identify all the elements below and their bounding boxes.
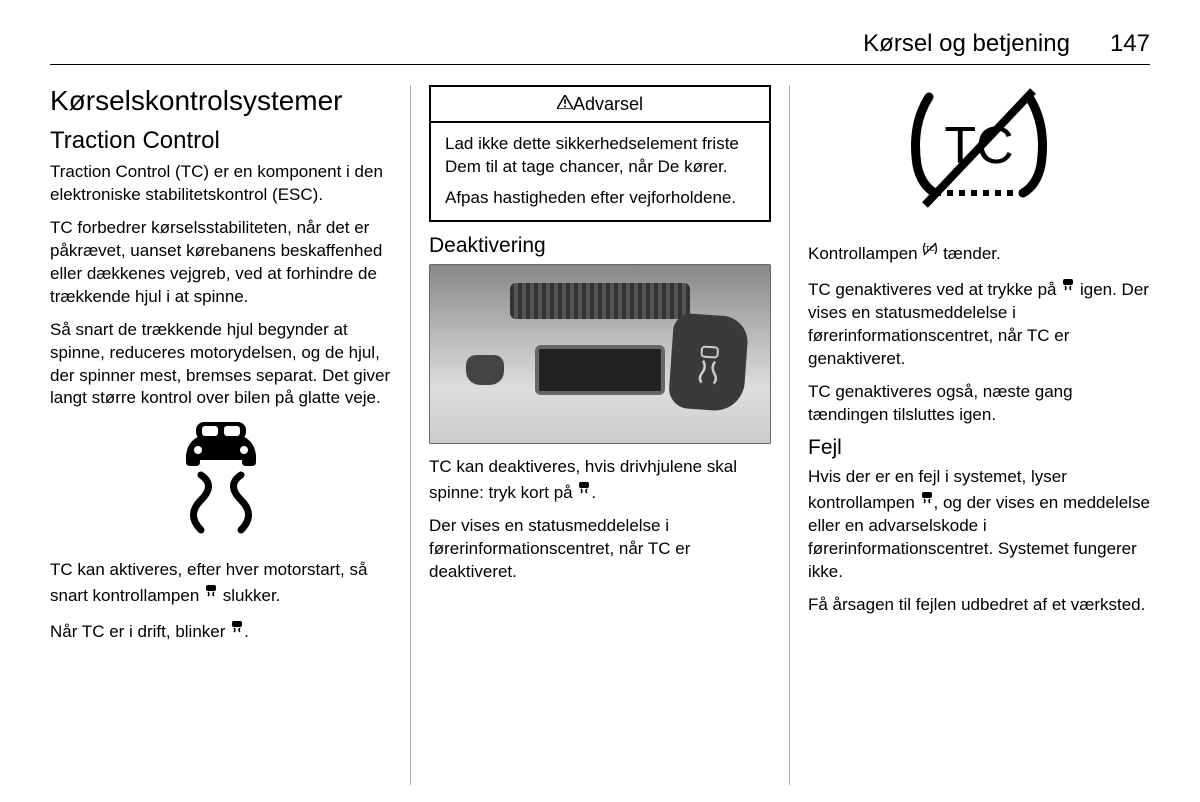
esc-indicator-icon — [920, 489, 934, 512]
subsection-heading-fejl: Fejl — [808, 436, 1150, 460]
warning-text: Lad ikke dette sikkerhedselement friste … — [445, 133, 755, 179]
esc-button-large — [668, 312, 749, 412]
infotainment-screen — [535, 345, 665, 395]
column-1: Kørselskontrolsystemer Traction Control … — [50, 85, 410, 785]
body-text: TC kan aktiveres, efter hver motorstart,… — [50, 559, 392, 608]
body-text: Få årsagen til fejlen udbedret af et vær… — [808, 594, 1150, 617]
column-3: TC Kontrollampen TC tænder. TC genaktive… — [790, 85, 1150, 785]
body-text: Der vises en statusmeddelelse i førerinf… — [429, 515, 771, 584]
content-columns: Kørselskontrolsystemer Traction Control … — [50, 85, 1150, 785]
text-fragment: . — [591, 483, 596, 502]
esc-button-small — [466, 355, 504, 385]
body-text: Når TC er i drift, blinker . — [50, 618, 392, 644]
esc-indicator-icon — [230, 618, 244, 641]
text-fragment: slukker. — [218, 586, 280, 605]
warning-title: Advarsel — [431, 87, 769, 122]
body-text: Traction Control (TC) er en komponent i … — [50, 161, 392, 207]
body-text: TC kan deaktiveres, hvis drivhjulene ska… — [429, 456, 771, 505]
esc-indicator-icon — [204, 582, 218, 605]
warning-text: Afpas hastigheden efter vejforholdene. — [445, 187, 755, 210]
tc-off-indicator-icon: TC — [922, 240, 938, 263]
dashboard-photo — [429, 264, 771, 444]
text-fragment: . — [244, 622, 249, 641]
esc-indicator-icon — [577, 479, 591, 502]
section-heading: Kørselskontrolsystemer — [50, 85, 392, 117]
body-text: TC forbedrer kørselsstabiliteten, når de… — [50, 217, 392, 309]
subsection-heading-traction: Traction Control — [50, 127, 392, 155]
esc-indicator-icon — [1061, 276, 1075, 299]
warning-box: Advarsel Lad ikke dette sikkerhedselemen… — [429, 85, 771, 222]
column-2: Advarsel Lad ikke dette sikkerhedselemen… — [411, 85, 789, 785]
header-title: Kørsel og betjening — [863, 30, 1070, 58]
page-header: Kørsel og betjening 147 — [50, 30, 1150, 65]
body-text: Hvis der er en fejl i systemet, lyser ko… — [808, 466, 1150, 584]
body-text: TC genaktiveres ved at trykke på igen. D… — [808, 276, 1150, 371]
warning-label: Advarsel — [573, 94, 643, 114]
skidding-car-icon — [50, 420, 392, 545]
body-text: Så snart de trækkende hjul begynder at s… — [50, 319, 392, 411]
text-fragment: TC genaktiveres ved at trykke på — [808, 280, 1061, 299]
body-text: TC genaktiveres også, næste gang tænding… — [808, 381, 1150, 427]
text-fragment: tænder. — [938, 244, 1000, 263]
warning-body: Lad ikke dette sikkerhedselement friste … — [431, 122, 769, 220]
text-fragment: Når TC er i drift, blinker — [50, 622, 230, 641]
body-text: Kontrollampen TC tænder. — [808, 240, 1150, 266]
subsection-heading-deactivate: Deaktivering — [429, 234, 771, 258]
air-vent — [510, 283, 690, 319]
tc-off-icon: TC — [808, 85, 1150, 220]
page-number: 147 — [1110, 30, 1150, 58]
text-fragment: Kontrollampen — [808, 244, 922, 263]
warning-triangle-icon — [557, 93, 573, 114]
